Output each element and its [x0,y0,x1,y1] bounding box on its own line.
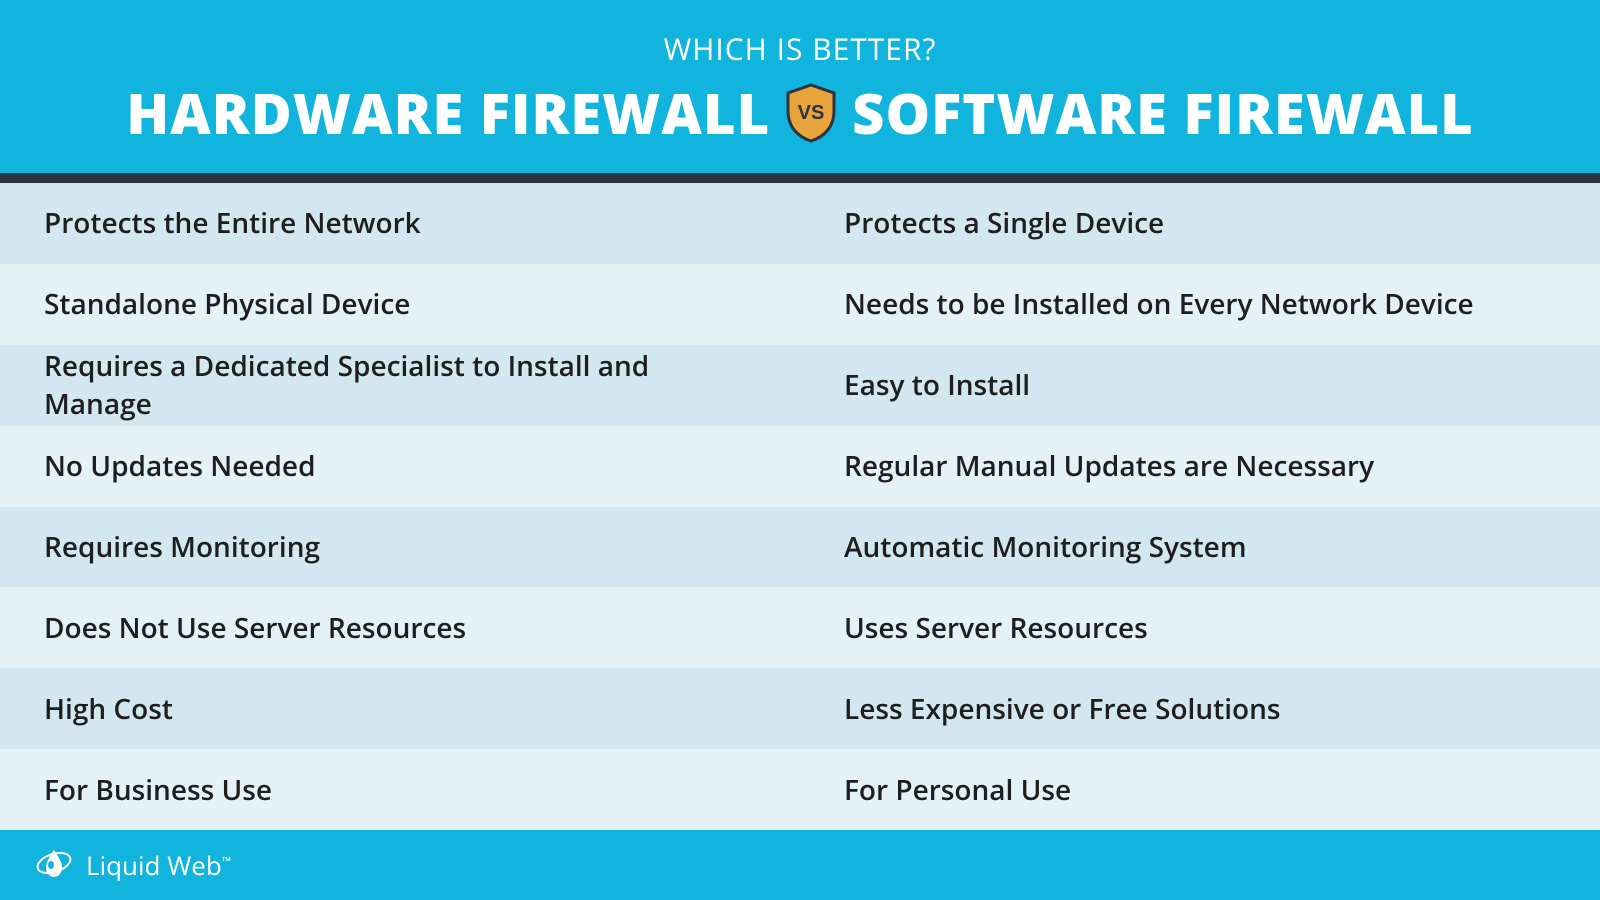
table-row: For Business Use For Personal Use [0,749,1600,830]
cell-left: Requires a Dedicated Specialist to Insta… [0,347,800,423]
title-left: HARDWARE FIREWALL [126,75,770,151]
table-row: Requires a Dedicated Specialist to Insta… [0,345,1600,426]
cell-right: Regular Manual Updates are Necessary [800,447,1600,485]
table-row: No Updates Needed Regular Manual Updates… [0,426,1600,507]
brand: Liquid Web™ [34,843,231,888]
cell-left: No Updates Needed [0,447,800,485]
cell-right: For Personal Use [800,771,1600,809]
cell-right: Less Expensive or Free Solutions [800,690,1600,728]
cell-right: Easy to Install [800,366,1600,404]
vs-shield-icon: VS [784,83,838,143]
cell-left: Standalone Physical Device [0,285,800,323]
cell-left: High Cost [0,690,800,728]
cell-right: Protects a Single Device [800,204,1600,242]
header-divider [0,173,1600,183]
comparison-table: Protects the Entire Network Protects a S… [0,183,1600,830]
cell-left: Does Not Use Server Resources [0,609,800,647]
cell-left: Requires Monitoring [0,528,800,566]
footer: Liquid Web™ [0,830,1600,900]
cell-right: Needs to be Installed on Every Network D… [800,285,1600,323]
title-row: HARDWARE FIREWALL VS SOFTWARE FIREWALL [0,75,1600,151]
table-row: Protects the Entire Network Protects a S… [0,183,1600,264]
table-row: Does Not Use Server Resources Uses Serve… [0,587,1600,668]
table-row: Requires Monitoring Automatic Monitoring… [0,507,1600,588]
table-row: High Cost Less Expensive or Free Solutio… [0,668,1600,749]
cell-left: For Business Use [0,771,800,809]
header: WHICH IS BETTER? HARDWARE FIREWALL VS SO… [0,0,1600,173]
infographic-container: WHICH IS BETTER? HARDWARE FIREWALL VS SO… [0,0,1600,900]
table-row: Standalone Physical Device Needs to be I… [0,264,1600,345]
brand-name: Liquid Web™ [86,847,231,883]
cell-right: Uses Server Resources [800,609,1600,647]
trademark: ™ [222,852,231,869]
cell-left: Protects the Entire Network [0,204,800,242]
vs-text: VS [798,102,825,124]
brand-name-text: Liquid Web [86,847,222,883]
header-subtitle: WHICH IS BETTER? [0,28,1600,69]
cell-right: Automatic Monitoring System [800,528,1600,566]
title-right: SOFTWARE FIREWALL [852,75,1474,151]
droplet-icon [34,843,74,888]
